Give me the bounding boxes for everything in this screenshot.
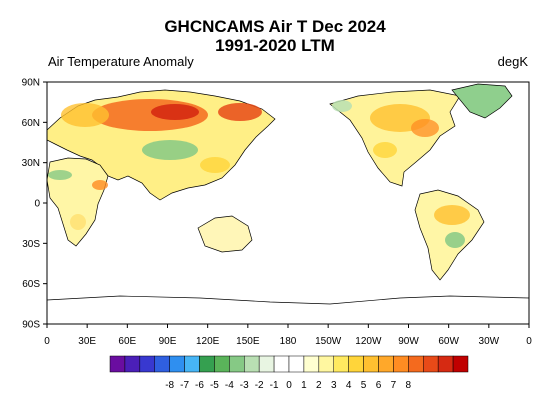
colorbar: -8 -7 -6 -5 -4 -3 -2 -1 0 1 2 3 4 5 6 7 8 (109, 355, 469, 391)
southern-africa-warm (70, 214, 86, 230)
colorbar-swatch (199, 355, 215, 373)
colorbar-label: 6 (376, 380, 382, 391)
colorbar-swatch (214, 355, 230, 373)
colorbar-label: -8 (165, 380, 174, 391)
colorbar-swatch (318, 355, 335, 373)
lon-tick-label: 60E (118, 336, 136, 347)
lat-tick-label: 90N (22, 78, 40, 89)
colorbar-label: -2 (255, 380, 264, 391)
map-subtitle: 1991-2020 LTM (215, 36, 335, 55)
colorbar-swatch (303, 355, 320, 373)
arabia-warm (92, 180, 108, 190)
colorbar-swatch (273, 355, 290, 373)
lon-tick-label: 60W (438, 336, 459, 347)
colorbar-label: 8 (406, 380, 412, 391)
colorbar-label: 0 (286, 380, 292, 391)
colorbar-label: 1 (301, 380, 307, 391)
colorbar-label: 2 (316, 380, 322, 391)
africa-land (47, 157, 109, 247)
colorbar-swatch (423, 355, 439, 373)
colorbar-swatch (408, 355, 424, 373)
colorbar-label: -4 (225, 380, 234, 391)
colorbar-swatch (437, 355, 454, 373)
colorbar-swatch (244, 355, 260, 373)
colorbar-swatch (348, 355, 364, 373)
colorbar-swatch (452, 355, 469, 373)
lon-tick-label: 150W (315, 336, 342, 347)
colorbar-swatch (124, 355, 141, 373)
colorbar-label: 4 (346, 380, 352, 391)
siberia-hot-spot (151, 104, 199, 120)
lon-tick-label: 180 (280, 336, 297, 347)
colorbar-swatch (333, 355, 349, 373)
colorbar-swatch (393, 355, 409, 373)
south-brazil-cool (445, 232, 465, 248)
hudson-warm (411, 119, 439, 137)
lat-tick-label: 30S (22, 239, 40, 250)
colorbar-label: 7 (391, 380, 397, 391)
lon-tick-label: 0 (526, 336, 532, 347)
australia-land (197, 215, 253, 253)
colorbar-swatch (229, 355, 245, 373)
colorbar-swatch (363, 355, 379, 373)
map-title: GHCNCAMS Air T Dec 2024 (164, 17, 386, 36)
colorbar-label: -1 (270, 380, 279, 391)
alaska-cool (332, 100, 352, 112)
colorbar-swatch (109, 355, 126, 373)
colorbar-swatch (184, 355, 200, 373)
colorbar-label: 3 (331, 380, 337, 391)
colorbar-swatch (258, 355, 275, 373)
colorbar-label: -5 (210, 380, 219, 391)
central-asia-cool (142, 140, 198, 160)
lon-tick-label: 120E (196, 336, 220, 347)
east-siberia-warm (218, 103, 262, 121)
lon-tick-label: 90E (159, 336, 177, 347)
colorbar-swatch (288, 355, 305, 373)
lat-tick-label: 60S (22, 279, 40, 290)
variable-label: Air Temperature Anomaly (48, 54, 194, 69)
units-label: degK (497, 54, 528, 69)
lon-tick-label: 0 (44, 336, 50, 347)
lon-tick-label: 30E (78, 336, 96, 347)
lat-tick-label: 0 (34, 199, 40, 210)
colorbar-swatch (169, 355, 185, 373)
colorbar-label: -7 (180, 380, 189, 391)
antarctica-outline (47, 295, 529, 305)
lat-tick-label: 30N (22, 158, 40, 169)
north-africa-cool (48, 170, 72, 180)
colorbar-label: -6 (195, 380, 204, 391)
lon-tick-label: 120W (355, 336, 382, 347)
lat-tick-label: 60N (22, 118, 40, 129)
us-west-warm (373, 142, 397, 158)
map-fill-layer (47, 83, 529, 305)
lon-tick-label: 30W (479, 336, 500, 347)
brazil-warm (434, 205, 470, 225)
tibet-warm (200, 157, 230, 173)
colorbar-swatch (139, 355, 155, 373)
greenland-land (451, 83, 513, 119)
western-russia-warm (61, 103, 109, 127)
colorbar-swatch (378, 355, 394, 373)
colorbar-label: 5 (361, 380, 367, 391)
latitude-ticks: 90N 60N 30N 0 30S 60S 90S (22, 78, 47, 331)
lon-tick-label: 90W (398, 336, 419, 347)
lon-tick-label: 150E (236, 336, 260, 347)
lat-tick-label: 90S (22, 320, 40, 331)
longitude-ticks: 0 30E 60E 90E 120E 150E 180 150W 120W 90W 60W 30W 0 (44, 324, 532, 347)
colorbar-swatch (154, 355, 170, 373)
colorbar-label: -3 (240, 380, 249, 391)
